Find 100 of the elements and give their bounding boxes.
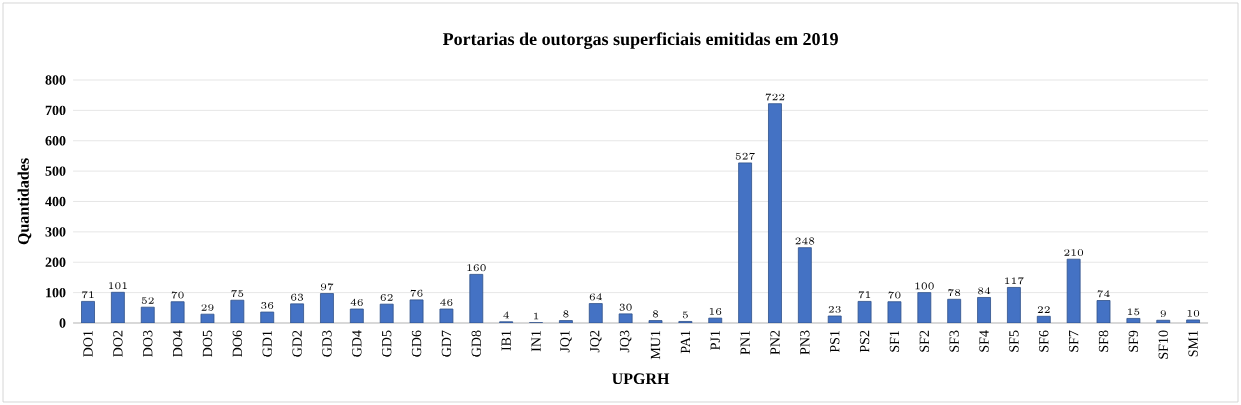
bar xyxy=(1126,318,1141,323)
bar xyxy=(708,317,723,323)
data-label: 1 xyxy=(534,312,539,320)
data-label: 30 xyxy=(619,303,632,311)
data-label: 101 xyxy=(109,282,127,290)
x-tick-label: SF8 xyxy=(1098,330,1109,352)
y-axis-title: Quantidades xyxy=(17,158,32,245)
data-label: 84 xyxy=(978,287,991,295)
bar xyxy=(110,291,125,323)
data-label: 29 xyxy=(201,304,214,311)
x-tick-label: JQ2 xyxy=(590,330,602,353)
data-label: 16 xyxy=(709,308,722,315)
data-label: 64 xyxy=(589,293,602,301)
bar xyxy=(887,301,902,323)
data-label: 75 xyxy=(231,290,244,298)
bar xyxy=(588,303,603,323)
y-tick-label: 100 xyxy=(46,287,66,298)
x-tick-label: GD6 xyxy=(411,330,422,357)
data-label: 210 xyxy=(1064,249,1084,257)
data-label: 74 xyxy=(1097,290,1110,298)
data-label: 22 xyxy=(1037,306,1050,313)
x-tick-label: DO6 xyxy=(232,330,243,357)
x-tick-label: PN1 xyxy=(740,330,750,355)
bar xyxy=(857,301,872,323)
data-label: 36 xyxy=(261,302,274,309)
bar xyxy=(1096,300,1111,323)
data-label: 63 xyxy=(291,293,304,301)
x-tick-label: JQ1 xyxy=(560,330,572,353)
data-label: 15 xyxy=(1128,308,1140,316)
bar xyxy=(170,301,185,323)
bar xyxy=(768,103,782,323)
y-tick-label: 200 xyxy=(45,257,66,267)
bar xyxy=(917,292,932,323)
data-label: 71 xyxy=(82,291,94,299)
bar xyxy=(349,308,364,323)
x-axis-title: UPGRH xyxy=(612,373,670,385)
bar xyxy=(977,297,991,323)
y-tick-label: 800 xyxy=(45,75,66,85)
x-tick-label: DO4 xyxy=(172,330,183,357)
data-label: 527 xyxy=(735,152,755,160)
data-label: 117 xyxy=(1005,277,1024,285)
data-label: 4 xyxy=(503,311,509,319)
x-tick-label: GD3 xyxy=(322,330,332,357)
y-tick-label: 500 xyxy=(45,166,66,176)
data-label: 160 xyxy=(467,264,486,272)
data-label: 9 xyxy=(1160,310,1166,318)
data-label: 78 xyxy=(948,289,961,297)
bar xyxy=(648,320,663,323)
x-tick-label: PA1 xyxy=(680,330,690,354)
data-label: 8 xyxy=(652,310,659,318)
x-tick-label: SF4 xyxy=(979,330,989,352)
x-tick-label: GD4 xyxy=(352,330,362,357)
x-tick-label: PS2 xyxy=(859,330,870,353)
x-tick-label: PS1 xyxy=(830,330,840,353)
x-tick-label: DO3 xyxy=(143,330,153,357)
chart-title: Portarias de outorgas superficiais emitidas em 2019 xyxy=(442,32,838,49)
data-label: 97 xyxy=(320,283,334,291)
bar xyxy=(797,247,812,323)
x-tick-label: IB1 xyxy=(501,330,511,351)
bar xyxy=(559,320,573,323)
bar xyxy=(618,313,633,323)
bar xyxy=(379,303,394,323)
bar xyxy=(81,301,95,323)
data-label: 46 xyxy=(350,298,363,306)
bar xyxy=(1036,315,1051,323)
x-tick-label: GD8 xyxy=(471,330,482,357)
x-tick-label: GD7 xyxy=(441,330,452,357)
x-tick-label: MU1 xyxy=(650,330,661,360)
bar xyxy=(1156,319,1171,323)
bar xyxy=(1066,258,1081,323)
x-tick-label: DO1 xyxy=(83,330,93,357)
x-tick-label: GD1 xyxy=(262,330,272,357)
data-label: 8 xyxy=(563,310,569,318)
y-tick-label: 700 xyxy=(45,105,66,116)
bar xyxy=(200,313,215,323)
data-label: 70 xyxy=(888,291,901,299)
bar xyxy=(409,299,424,323)
y-tick-label: 400 xyxy=(45,196,66,207)
data-label: 52 xyxy=(141,297,154,305)
x-tick-label: SF2 xyxy=(919,330,930,352)
data-label: 70 xyxy=(171,291,184,299)
x-tick-label: SF7 xyxy=(1068,330,1079,352)
x-tick-label: PN3 xyxy=(800,330,810,355)
bar xyxy=(1007,287,1021,323)
bar xyxy=(469,273,484,323)
data-label: 62 xyxy=(380,294,393,301)
data-label: 100 xyxy=(915,282,934,290)
data-label: 76 xyxy=(410,289,423,297)
data-label: 71 xyxy=(858,291,871,299)
x-tick-label: SF10 xyxy=(1158,330,1168,359)
x-tick-label: SF5 xyxy=(1009,330,1019,352)
data-label: 5 xyxy=(682,311,688,319)
data-label: 46 xyxy=(440,298,453,306)
bar xyxy=(290,303,304,323)
data-label: 722 xyxy=(765,93,785,101)
bar xyxy=(230,299,245,323)
bar xyxy=(140,306,155,323)
x-tick-label: IN1 xyxy=(531,330,541,352)
x-tick-label: PN2 xyxy=(770,330,780,355)
x-tick-label: SF6 xyxy=(1039,330,1049,352)
